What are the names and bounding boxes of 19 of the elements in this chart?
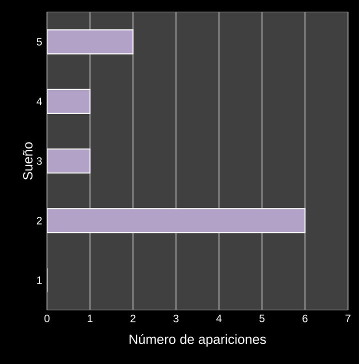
bar bbox=[46, 29, 134, 54]
y-axis-title: Sueño bbox=[22, 142, 33, 180]
bar bbox=[46, 148, 91, 174]
x-tick-label: 2 bbox=[130, 314, 136, 322]
y-tick-label: 3 bbox=[36, 157, 42, 165]
x-tick-label: 6 bbox=[302, 314, 308, 322]
x-axis-title: Número de apariciones bbox=[130, 334, 266, 347]
bar bbox=[46, 88, 91, 114]
y-tick-label: 5 bbox=[36, 38, 42, 46]
y-tick-label: 4 bbox=[36, 98, 42, 106]
x-tick-label: 0 bbox=[44, 314, 50, 322]
bar bbox=[46, 208, 306, 234]
y-tick-label: 2 bbox=[36, 216, 42, 224]
x-tick-label: 4 bbox=[216, 314, 222, 322]
x-tick-label: 3 bbox=[173, 314, 178, 322]
x-tick-label: 5 bbox=[259, 314, 265, 322]
y-tick-label: 1 bbox=[37, 276, 42, 284]
x-tick-label: 1 bbox=[88, 314, 92, 322]
x-tick-label: 7 bbox=[346, 314, 350, 322]
